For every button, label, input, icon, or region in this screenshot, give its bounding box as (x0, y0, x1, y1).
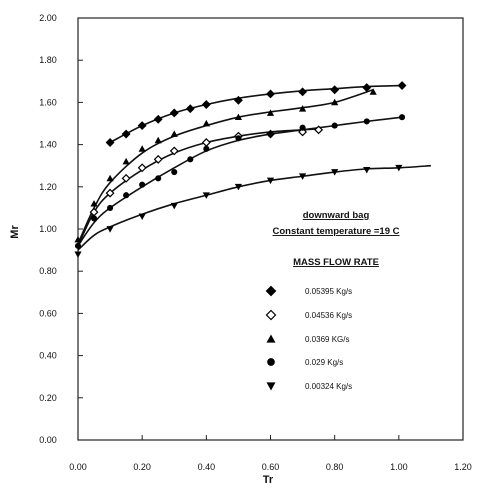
legend-marker-series-2 (265, 309, 277, 321)
data-point-series-5 (363, 167, 371, 174)
data-point-series-4 (267, 130, 274, 138)
legend-label-series-2: 0.04536 Kg/s (305, 311, 352, 320)
data-point-series-4 (203, 145, 210, 152)
plot-area (77, 17, 464, 441)
data-point-series-3 (170, 130, 178, 137)
data-point-series-1 (362, 83, 372, 93)
data-point-series-4 (187, 156, 194, 163)
data-point-series-4 (123, 192, 130, 199)
data-point-series-1 (233, 95, 243, 105)
legend-marker-series-1 (265, 285, 277, 297)
x-tick-label: 0.00 (69, 462, 87, 472)
x-axis-label: Tr (263, 474, 274, 486)
data-point-series-1 (330, 85, 340, 95)
legend-label-series-4: 0.029 Kg/s (305, 358, 343, 367)
data-point-series-4 (107, 204, 114, 211)
legend-marker-series-3 (266, 334, 276, 343)
data-point-series-5 (331, 169, 339, 176)
x-tick-label: 0.60 (262, 462, 280, 472)
data-point-series-3 (331, 98, 339, 106)
data-point-series-4 (90, 215, 98, 222)
data-point-series-4 (363, 118, 370, 125)
data-point-series-5 (298, 173, 307, 180)
data-point-series-1 (153, 114, 163, 124)
data-point-series-5 (395, 164, 403, 172)
data-point-series-1 (137, 121, 147, 131)
data-point-series-4 (171, 168, 178, 176)
data-point-series-4 (139, 181, 146, 188)
y-tick-label: 1.20 (39, 182, 57, 192)
data-point-series-5 (106, 226, 114, 233)
data-point-series-5 (138, 213, 146, 220)
legend: 0.05395 Kg/s 0.04536 Kg/s 0.0369 KG/s 0.029… (265, 285, 352, 391)
y-tick-label: 0.80 (39, 266, 57, 276)
data-point-series-2 (169, 146, 179, 156)
legend-title: MASS FLOW RATE (293, 257, 379, 268)
data-point-series-4 (299, 124, 306, 131)
y-tick-label: 1.60 (39, 97, 57, 107)
y-axis-label: Mr (9, 225, 21, 239)
data-point-series-1 (169, 108, 179, 118)
data-point-series-3 (122, 157, 130, 165)
x-tick-label: 1.20 (454, 462, 472, 472)
data-point-series-3 (202, 119, 210, 127)
data-point-series-3 (90, 200, 98, 207)
data-point-series-3 (298, 105, 307, 112)
data-point-series-4 (398, 114, 406, 121)
y-tick-label: 1.40 (39, 140, 57, 150)
data-point-series-3 (106, 174, 114, 182)
data-point-series-1 (266, 89, 275, 99)
data-point-series-5 (202, 192, 210, 199)
data-point-series-5 (170, 202, 178, 210)
y-tick-label: 2.00 (39, 13, 57, 23)
data-point-series-3 (74, 235, 82, 243)
data-point-series-3 (154, 136, 162, 144)
data-point-series-1 (121, 129, 131, 139)
legend-label-series-5: 0.00324 Kg/s (305, 382, 352, 391)
data-point-series-1 (105, 138, 115, 147)
ticks: 0.00 0.20 0.40 0.60 0.80 1.00 1.20 0.00 0.20 0.40… (39, 13, 472, 472)
data-point-series-4 (331, 122, 338, 129)
data-point-series-2 (137, 163, 147, 173)
annotation-temperature: Constant temperature =19 C (273, 226, 400, 237)
data-points (74, 81, 407, 258)
data-point-series-2 (121, 173, 131, 183)
data-point-series-1 (185, 104, 195, 114)
data-point-series-5 (74, 251, 82, 258)
legend-label-series-1: 0.05395 Kg/s (305, 287, 352, 296)
y-tick-label: 0.60 (39, 308, 57, 318)
y-tick-label: 0.20 (39, 393, 57, 403)
legend-label-series-3: 0.0369 KG/s (305, 335, 349, 344)
fit-curve-series-2 (77, 127, 319, 247)
data-point-series-2 (105, 188, 115, 198)
data-point-series-4 (235, 135, 242, 142)
data-point-series-4 (74, 242, 82, 249)
data-point-series-5 (266, 177, 275, 185)
y-tick-label: 1.80 (39, 55, 57, 65)
x-tick-label: 0.80 (326, 462, 344, 472)
x-tick-label: 1.00 (390, 462, 408, 472)
annotation-setup: downward bag (303, 210, 370, 221)
data-point-series-2 (314, 125, 324, 135)
data-point-series-1 (397, 81, 407, 90)
x-tick-label: 0.40 (198, 462, 216, 472)
data-point-series-3 (266, 109, 275, 116)
data-point-series-1 (298, 87, 308, 97)
legend-marker-series-4 (267, 358, 275, 366)
y-tick-label: 0.00 (39, 435, 57, 445)
x-tick-label: 0.20 (133, 462, 151, 472)
data-point-series-2 (153, 154, 163, 164)
data-point-series-4 (155, 175, 162, 182)
legend-marker-series-5 (266, 382, 276, 391)
data-point-series-1 (201, 100, 211, 109)
y-tick-label: 1.00 (39, 224, 57, 234)
data-point-series-3 (138, 145, 146, 152)
data-point-series-5 (234, 183, 243, 191)
data-point-series-3 (369, 88, 377, 95)
data-point-series-3 (234, 113, 243, 121)
y-tick-label: 0.40 (39, 351, 57, 361)
